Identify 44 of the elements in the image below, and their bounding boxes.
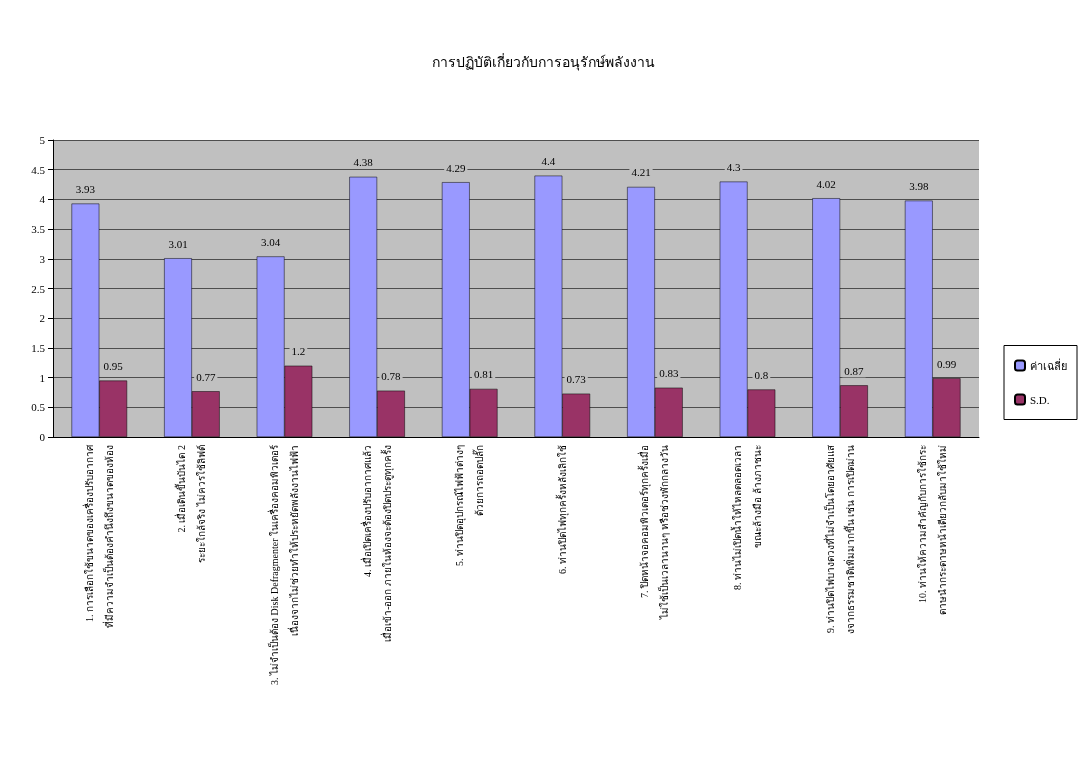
x-tick-label: 9. ท่านปิดไฟบางดวงที่ไม่จำเป็นโดยอาศัยแสงจากธรรมชาติเพิ่มมากขึ้น เช่น การเปิดม่าน: [822, 445, 856, 634]
y-tick-label: 3: [39, 252, 46, 265]
data-label: 3.04: [260, 235, 281, 248]
x-tick-label: 7. ปิดหน้าจอคอมพิวเตอร์ทุกครั้งเมื่อไม่ใช้เป็นเวลานานๆ หรือช่วงพักกลางวัน: [637, 445, 671, 620]
x-tick-label: 1. การเลือกใช้ขนาดของเครื่องปรับอากาศที่มีความจำเป็นต้องคำนึงถึงขนาดของห้อง: [81, 444, 115, 628]
y-tick-label: 2: [39, 312, 45, 325]
x-tick-label: 3. ไม่จำเป็นต้อง Disk Defragmenter ในเครื่องคอมพิวเตอร์ เนื่องจากไม่ช่วยทำให้ประหยัดพลังงานไฟฟ้า: [267, 444, 300, 685]
data-label: 3.93: [75, 183, 96, 196]
y-tick-label: 4: [39, 193, 46, 206]
data-label: 1.2: [291, 345, 306, 358]
data-label: 0.77: [196, 370, 216, 383]
data-label: 4.38: [353, 156, 374, 169]
y-tick-label: 4.5: [31, 163, 46, 176]
y-tick-label: 0: [39, 431, 46, 443]
legend-label: ค่าเฉลี่ย: [1030, 357, 1067, 372]
data-label: 0.83: [659, 367, 679, 380]
x-tick-label: 6. ท่านปิดไฟทุกครั้งหลังเลิกใช้: [554, 445, 569, 574]
data-label: 0.73: [566, 373, 587, 386]
data-label: 0.78: [381, 370, 402, 383]
legend-label: S.D.: [1030, 393, 1050, 406]
x-tick-label: 10. ท่านให้ความสำคัญกับการใช้กระดาษนำกระดาษหน้าเดียวกลับมาใช้ใหม่: [917, 445, 949, 615]
y-tick-label: 2.5: [31, 282, 46, 295]
y-tick-label: 1.5: [31, 341, 46, 354]
data-label: 4.21: [631, 166, 651, 179]
data-label: 3.01: [168, 237, 188, 250]
y-tick-label: 5: [39, 134, 46, 146]
y-tick-label: 1: [39, 371, 45, 384]
data-label: 4.02: [816, 177, 836, 190]
data-label: 0.81: [473, 368, 494, 381]
data-label: 0.99: [936, 357, 957, 370]
data-label: 4.4: [541, 155, 556, 168]
data-label: 0.95: [103, 360, 124, 373]
data-label: 3.98: [909, 180, 929, 193]
chart-title: การปฏิบัติเกี่ยวกับการอนุรักษ์พลังงาน: [432, 52, 655, 71]
x-tick-label: 4. เมื่อเปิดเครื่องปรับอากาศแล้ว เมื่อเข้า-ออก ภายในห้องจะต้องปิดประตูทุกครั้ง: [359, 445, 394, 642]
x-tick-label: 5. ท่านปิดอุปกรณ์ไฟฟ้าต่างๆ ด้วยการถอดปลั๊ก: [454, 445, 486, 566]
data-label: 4.3: [726, 161, 741, 174]
data-label: 0.87: [844, 364, 865, 377]
x-tick-label: 8. ท่านไม่เปิดน้ำให้ไหลตลอดเวลา ขณะล้างมือ ล้างภาชนะ: [730, 445, 763, 590]
y-tick-label: 3.5: [31, 223, 46, 236]
y-tick-label: 0.5: [31, 401, 46, 414]
x-tick-label: 2. เมื่อเดินขึ้นบันได 2 ระยะใกล้จริง ไม่ควรใช้ลิฟต์: [174, 445, 208, 563]
data-label: 4.29: [446, 161, 466, 174]
data-label: 0.8: [754, 368, 769, 381]
